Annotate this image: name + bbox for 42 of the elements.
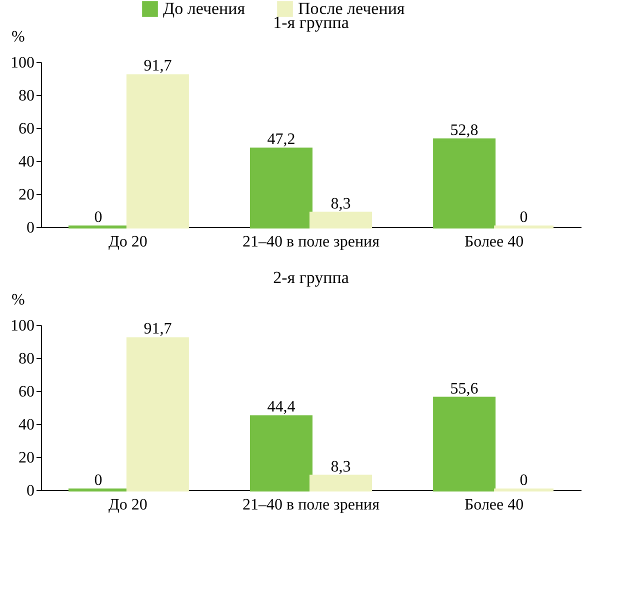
x-tick-label: Более 40 (464, 234, 524, 250)
data-label: 0 (94, 472, 102, 489)
x-tick-label: До 20 (108, 496, 148, 514)
y-tick-label: 100 (10, 54, 34, 72)
bar (126, 337, 189, 492)
data-label: 8,3 (330, 195, 351, 212)
y-tick-label: 60 (18, 384, 34, 400)
y-axis-title: % (12, 292, 25, 308)
bar (250, 415, 312, 492)
data-label: 91,7 (144, 58, 172, 75)
data-label: 8,3 (330, 458, 351, 476)
y-tick-label: 0 (26, 220, 34, 236)
bar (433, 138, 496, 228)
x-tick-label: 21–40 в поле зрения (242, 496, 380, 514)
y-tick-label: 80 (18, 350, 34, 368)
x-tick-label: 21–40 в поле зрения (242, 234, 380, 250)
y-tick-label: 40 (18, 154, 34, 170)
x-tick-label: До 20 (108, 234, 148, 250)
data-label: 44,4 (267, 398, 296, 416)
y-axis-title: % (12, 28, 25, 46)
x-tick-label: Более 40 (464, 496, 524, 514)
data-label: 55,6 (450, 380, 478, 398)
bar (126, 74, 189, 228)
data-label: 0 (520, 209, 528, 226)
data-label: 47,2 (267, 131, 296, 148)
bar (310, 212, 372, 228)
data-label: 52,8 (450, 122, 478, 139)
y-tick-label: 0 (26, 482, 34, 500)
bar (310, 474, 372, 492)
data-label: 0 (520, 472, 528, 489)
y-tick-label: 40 (18, 416, 34, 434)
y-tick-label: 100 (10, 318, 34, 334)
bar (433, 396, 496, 492)
legend-label: До лечения (163, 0, 246, 18)
y-tick-label: 20 (18, 186, 34, 204)
data-label: 91,7 (144, 320, 172, 338)
chart-title: 2-я группа (273, 268, 350, 287)
data-label: 0 (94, 209, 102, 226)
y-tick-label: 60 (18, 120, 34, 138)
y-tick-label: 20 (18, 450, 34, 466)
y-tick-label: 80 (18, 88, 34, 104)
bar (250, 148, 312, 228)
